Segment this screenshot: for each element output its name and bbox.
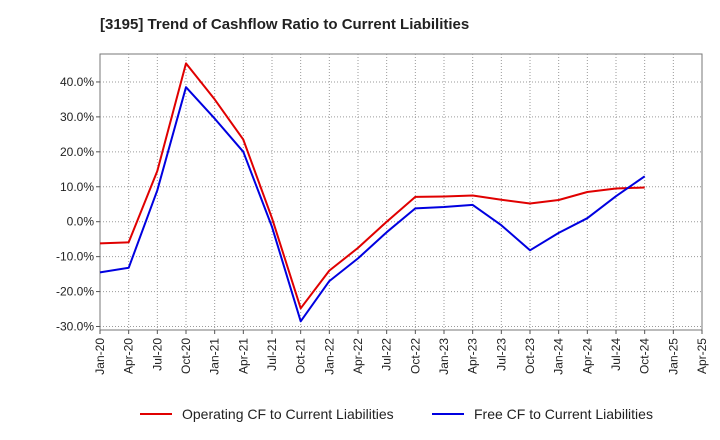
y-axis-ticks: 40.0% 30.0% 20.0% 10.0% 0.0% -10.0% -20.0% -30.… <box>56 75 100 334</box>
plot-area <box>99 53 703 331</box>
x-tick-label: Oct-24 <box>638 338 652 374</box>
x-tick-label: Jul-20 <box>150 338 164 371</box>
chart-title: [3195] Trend of Cashflow Ratio to Curren… <box>100 16 470 33</box>
y-tick-label: 20.0% <box>60 145 94 159</box>
y-tick-label: 0.0% <box>67 215 95 229</box>
y-tick-label: 30.0% <box>60 110 94 124</box>
x-tick-label: Jan-20 <box>93 338 107 375</box>
x-tick-label: Jul-21 <box>265 338 279 371</box>
gridlines <box>100 54 702 330</box>
x-tick-label: Oct-22 <box>408 338 422 374</box>
x-tick-label: Apr-25 <box>695 338 709 374</box>
x-tick-label: Oct-21 <box>294 338 308 374</box>
x-axis-ticks: Jan-20 Apr-20 Jul-20 Oct-20 Jan-21 Apr-21 Jul-… <box>93 330 709 375</box>
x-tick-label: Jul-23 <box>494 338 508 371</box>
x-tick-label: Oct-20 <box>179 338 193 374</box>
y-tick-label: -30.0% <box>56 320 94 334</box>
legend-label: Free CF to Current Liabilities <box>474 406 653 422</box>
y-tick-label: 10.0% <box>60 180 94 194</box>
y-tick-label: -10.0% <box>56 250 94 264</box>
x-tick-label: Jan-21 <box>208 338 222 375</box>
x-tick-label: Jan-25 <box>666 338 680 375</box>
x-tick-label: Jul-22 <box>380 338 394 371</box>
series-line-operating-cf <box>99 62 645 310</box>
y-tick-label: 40.0% <box>60 75 94 89</box>
x-tick-label: Jan-24 <box>552 338 566 375</box>
x-tick-label: Apr-22 <box>351 338 365 374</box>
x-tick-label: Jan-23 <box>437 338 451 375</box>
x-tick-label: Apr-20 <box>122 338 136 374</box>
x-tick-label: Apr-21 <box>236 338 250 374</box>
legend: Operating CF to Current Liabilities Free … <box>140 406 653 422</box>
series-line-free-cf <box>99 86 646 323</box>
legend-label: Operating CF to Current Liabilities <box>182 406 394 422</box>
x-tick-label: Apr-23 <box>466 338 480 374</box>
series-lines <box>99 62 646 323</box>
x-tick-label: Oct-23 <box>523 338 537 374</box>
y-tick-label: -20.0% <box>56 285 94 299</box>
x-tick-label: Apr-24 <box>580 338 594 374</box>
x-tick-label: Jul-24 <box>609 338 623 371</box>
x-tick-label: Jan-22 <box>322 338 336 375</box>
